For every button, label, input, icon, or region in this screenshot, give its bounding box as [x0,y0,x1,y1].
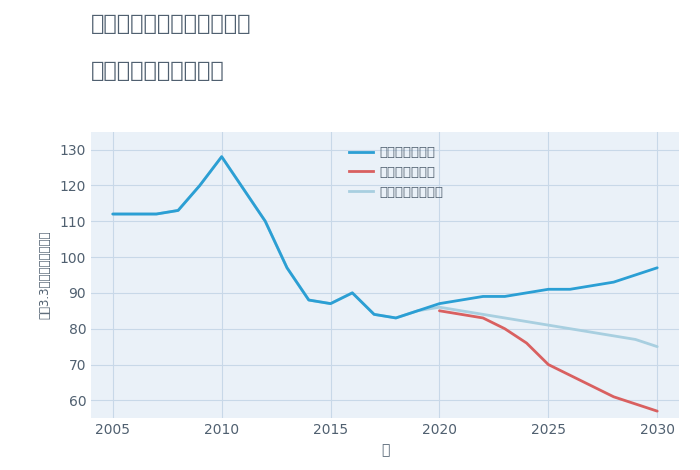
ノーマルシナリオ [566,326,574,331]
ノーマルシナリオ [218,154,226,159]
ノーマルシナリオ [457,308,466,313]
Text: 兵庫県豊岡市日高町鶴岡の: 兵庫県豊岡市日高町鶴岡の [91,14,251,34]
ノーマルシナリオ [108,211,117,217]
ノーマルシナリオ [174,208,182,213]
ノーマルシナリオ [326,301,335,306]
ノーマルシナリオ [435,305,444,310]
ノーマルシナリオ [348,290,356,296]
グッドシナリオ [435,301,444,306]
バッドシナリオ [435,308,444,313]
Line: ノーマルシナリオ: ノーマルシナリオ [113,157,657,347]
グッドシナリオ [414,308,422,313]
ノーマルシナリオ [304,297,313,303]
グッドシナリオ [108,211,117,217]
グッドシナリオ [174,208,182,213]
ノーマルシナリオ [196,182,204,188]
グッドシナリオ [152,211,160,217]
バッドシナリオ [653,408,662,414]
ノーマルシナリオ [130,211,139,217]
グッドシナリオ [500,294,509,299]
グッドシナリオ [196,182,204,188]
ノーマルシナリオ [239,186,248,192]
グッドシナリオ [370,312,378,317]
グッドシナリオ [261,219,270,224]
Line: グッドシナリオ: グッドシナリオ [113,157,657,318]
バッドシナリオ [522,340,531,346]
ノーマルシナリオ [500,315,509,321]
ノーマルシナリオ [370,312,378,317]
グッドシナリオ [239,186,248,192]
バッドシナリオ [500,326,509,331]
グッドシナリオ [218,154,226,159]
バッドシナリオ [631,401,640,407]
グッドシナリオ [457,297,466,303]
ノーマルシナリオ [522,319,531,324]
バッドシナリオ [479,315,487,321]
バッドシナリオ [457,312,466,317]
ノーマルシナリオ [631,337,640,342]
X-axis label: 年: 年 [381,443,389,457]
Text: 中古戸建ての価格推移: 中古戸建ての価格推移 [91,61,225,81]
グッドシナリオ [653,265,662,271]
グッドシナリオ [610,279,618,285]
ノーマルシナリオ [261,219,270,224]
グッドシナリオ [304,297,313,303]
ノーマルシナリオ [544,322,552,328]
バッドシナリオ [588,383,596,389]
グッドシナリオ [566,286,574,292]
Y-axis label: 坪（3.3㎡）単価（万円）: 坪（3.3㎡）単価（万円） [38,231,51,319]
バッドシナリオ [566,372,574,378]
Line: バッドシナリオ: バッドシナリオ [440,311,657,411]
ノーマルシナリオ [653,344,662,350]
グッドシナリオ [522,290,531,296]
グッドシナリオ [326,301,335,306]
ノーマルシナリオ [414,308,422,313]
ノーマルシナリオ [152,211,160,217]
バッドシナリオ [610,394,618,399]
ノーマルシナリオ [479,312,487,317]
ノーマルシナリオ [392,315,400,321]
グッドシナリオ [283,265,291,271]
Legend: グッドシナリオ, バッドシナリオ, ノーマルシナリオ: グッドシナリオ, バッドシナリオ, ノーマルシナリオ [344,141,449,204]
グッドシナリオ [392,315,400,321]
バッドシナリオ [544,362,552,368]
ノーマルシナリオ [588,329,596,335]
グッドシナリオ [479,294,487,299]
グッドシナリオ [588,283,596,289]
ノーマルシナリオ [610,333,618,339]
グッドシナリオ [348,290,356,296]
ノーマルシナリオ [283,265,291,271]
グッドシナリオ [544,286,552,292]
グッドシナリオ [130,211,139,217]
グッドシナリオ [631,272,640,278]
